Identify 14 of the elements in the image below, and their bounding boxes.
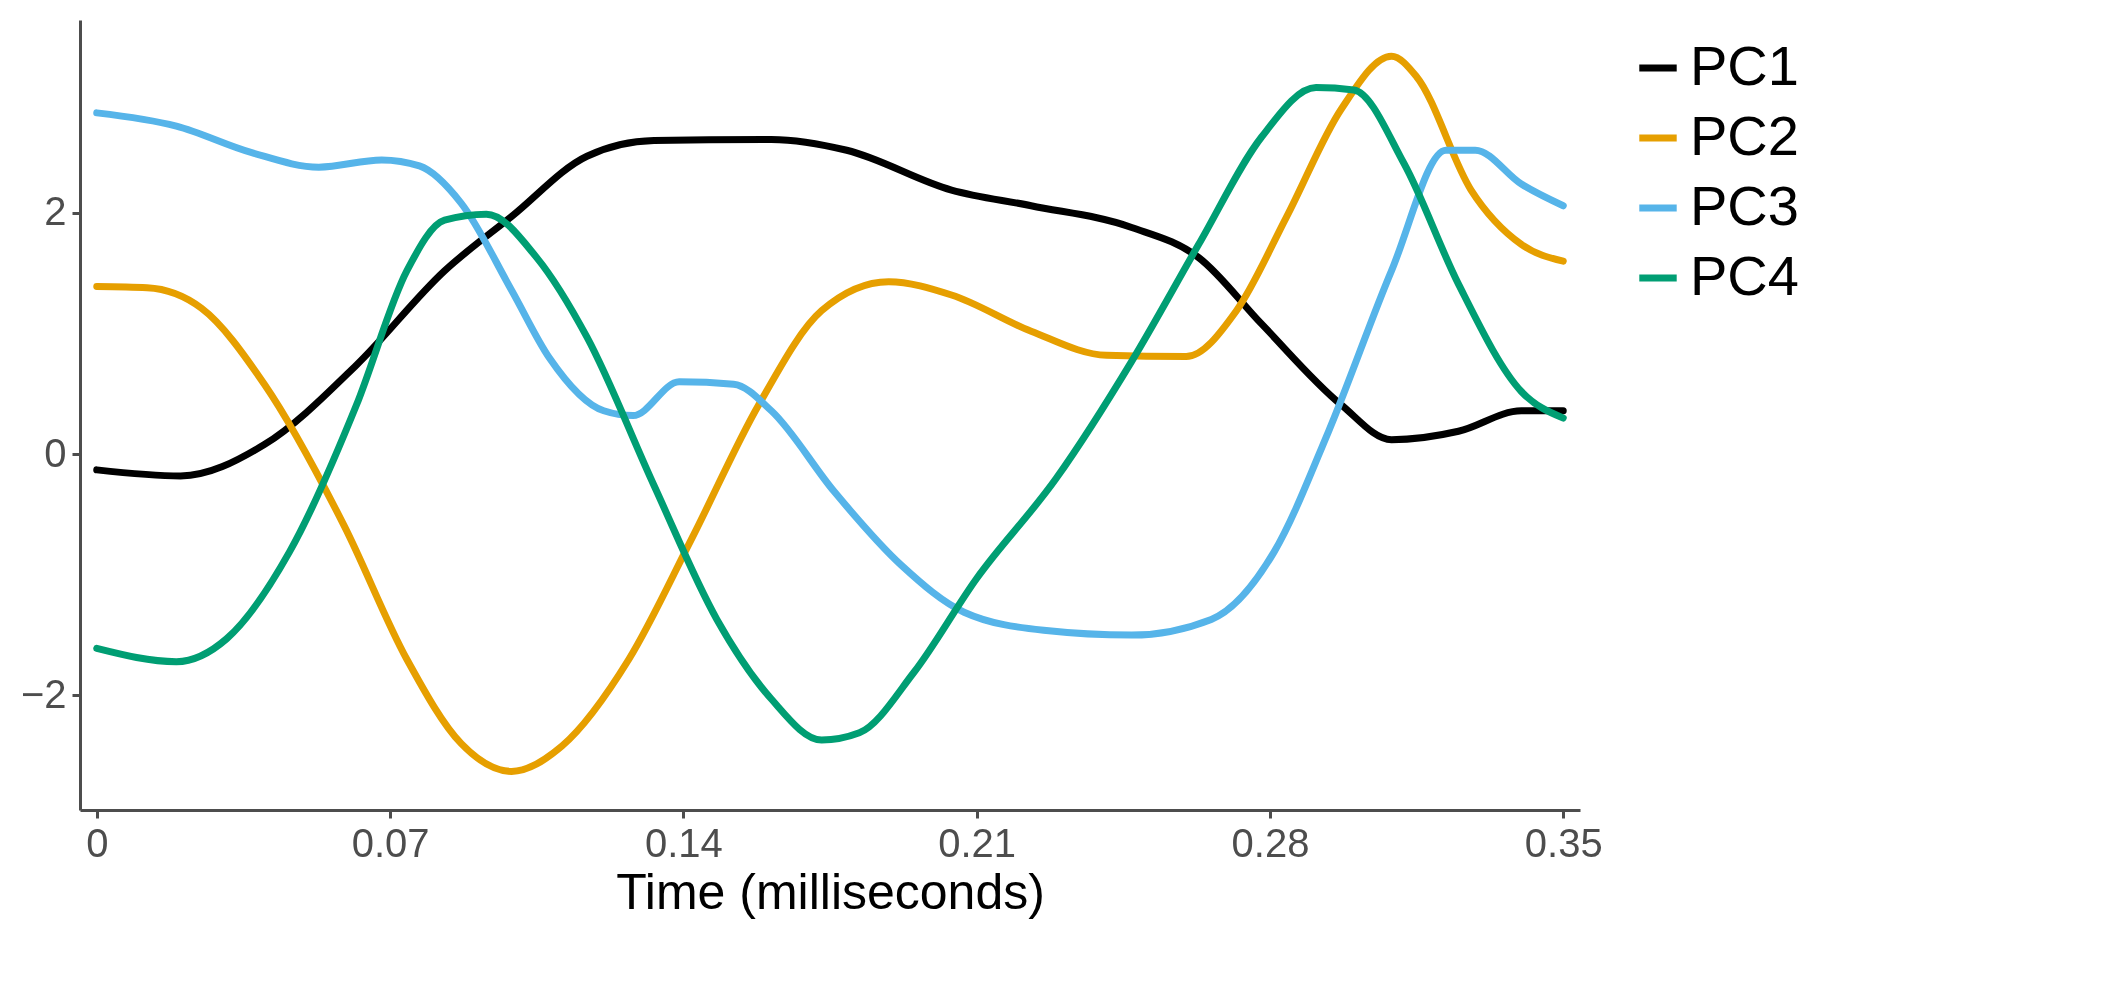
y-tick-label: −2 [20, 671, 67, 716]
x-tick-label: 0.28 [1231, 820, 1310, 865]
x-axis-title: Time (milliseconds) [616, 863, 1045, 920]
legend-label: PC2 [1690, 104, 1799, 167]
legend-label: PC1 [1690, 34, 1799, 97]
x-tick-label: 0 [86, 820, 109, 865]
x-tick-label: 0.14 [644, 820, 723, 865]
y-tick-label: 2 [44, 189, 67, 234]
x-tick-label: 0.07 [351, 820, 430, 865]
legend-label: PC4 [1690, 244, 1799, 307]
x-tick-label: 0.21 [938, 820, 1017, 865]
x-tick-label: 0.35 [1524, 820, 1603, 865]
y-tick-label: 0 [44, 430, 67, 475]
legend-label: PC3 [1690, 174, 1799, 237]
